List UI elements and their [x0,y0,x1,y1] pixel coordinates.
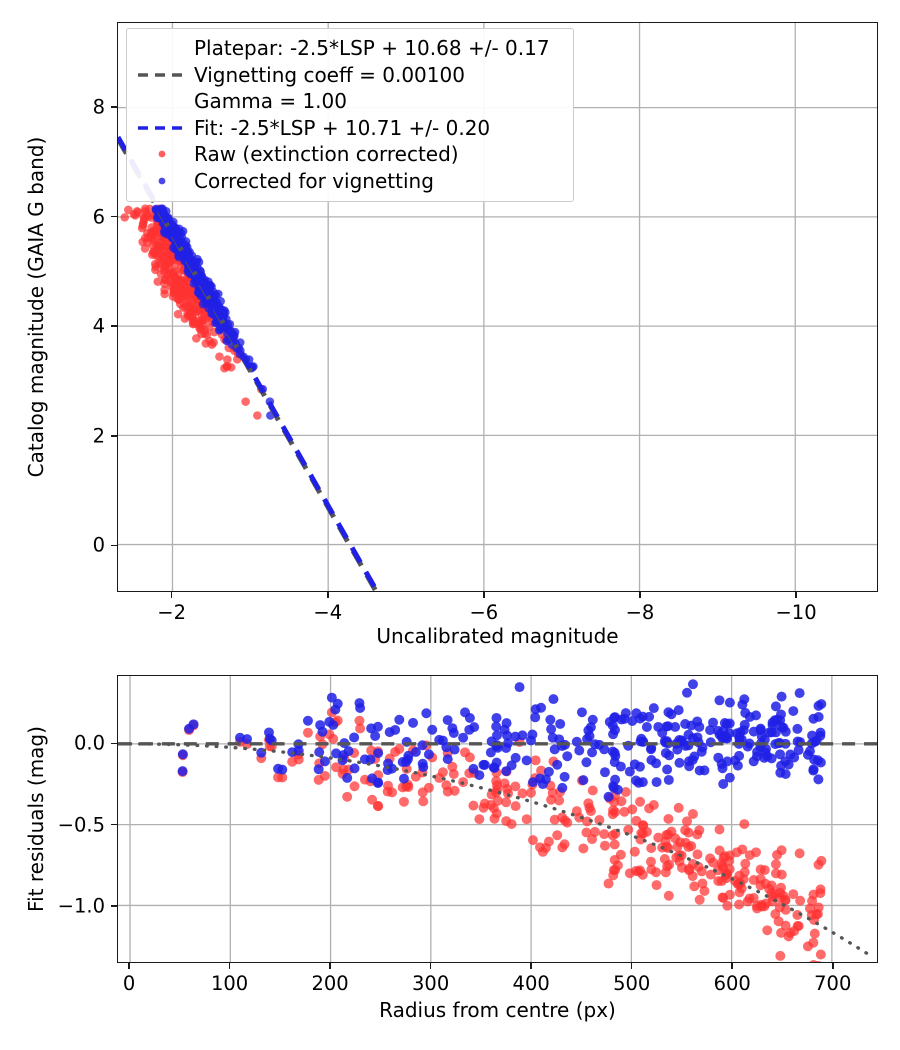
ticks-top-ytick-mark [111,325,117,327]
legend-label-corrected: Corrected for vignetting [194,168,434,193]
ticks-top-ytick-label: 0 [92,533,105,557]
ticks-bottom-xtick-mark [630,963,633,969]
ticks-bottom-xtick-mark [228,963,231,969]
ticks-bottom-ytick-label: −0.5 [57,812,105,836]
legend-key-gamma [136,90,188,112]
legend-label-raw: Raw (extinction corrected) [194,142,459,167]
fit-residuals-plot [118,676,877,962]
ticks-top-xtick-mark [170,592,173,598]
ticks-bottom-xtick-label: 500 [613,972,651,995]
vignetting-model-curve [128,742,874,959]
top-corrected-points [151,204,275,420]
legend-entry-corrected: Corrected for vignetting [136,168,564,195]
legend-entry-vignetting-coeff: Vignetting coeff = 0.00100 [136,62,564,89]
ticks-bottom-xtick-mark [731,963,734,969]
ticks-bottom-xtick-label: 600 [713,972,751,995]
legend-key-platepar [136,37,188,59]
ticks-bottom-ytick-mark [111,823,117,826]
ticks-bottom-xtick-label: 0 [122,972,136,995]
ticks-top-ytick-label: 6 [92,204,105,228]
ticks-bottom-xtick-label: 300 [412,972,450,995]
bottom-x-axis-title: Radius from centre (px) [379,998,616,1022]
legend-label-vignetting-coeff: Vignetting coeff = 0.00100 [194,62,465,87]
legend-key-dashed-gray-line [136,64,188,86]
legend-key-red-dot [136,143,188,165]
ticks-bottom-ytick-label: −1.0 [57,894,105,918]
ticks-top-ytick-mark [111,215,117,218]
legend-key-blue-dot [136,170,188,192]
fit-residuals-axes [117,675,878,963]
bottom-corrected-points [177,679,827,802]
ticks-bottom-xtick-mark [128,963,130,969]
ticks-top-ytick-mark [111,106,117,108]
ticks-top-xtick-label: −2 [157,601,186,624]
ticks-top-ytick-mark [111,544,117,547]
ticks-top-xtick-label: −10 [775,601,817,624]
ticks-bottom-xtick-label: 100 [210,972,249,995]
ticks-bottom-xtick-mark [530,963,532,969]
ticks-top-xtick-mark [483,592,485,598]
ticks-top-xtick-label: −4 [313,601,343,624]
ticks-bottom-xtick-label: 200 [311,972,349,995]
ticks-bottom-xtick-mark [329,963,331,969]
ticks-bottom-ytick-mark [111,905,117,907]
bottom-y-axis-title: Fit residuals (mag) [24,726,48,912]
legend-entry-platepar: Platepar: -2.5*LSP + 10.68 +/- 0.17 [136,35,564,62]
fit-line [118,135,380,591]
ticks-top-xtick-mark [795,592,797,598]
ticks-bottom-xtick-label: 700 [814,972,852,995]
legend-label-gamma: Gamma = 1.00 [194,89,347,114]
ticks-bottom-ytick-mark [111,742,117,745]
top-x-axis-title: Uncalibrated magnitude [376,624,619,648]
ticks-top-ytick-label: 8 [92,95,105,119]
ticks-top-ytick-label: 4 [92,314,105,338]
legend-entry-raw: Raw (extinction corrected) [136,141,564,168]
plot-legend: Platepar: -2.5*LSP + 10.68 +/- 0.17 Vign… [126,28,574,202]
legend-key-dashed-blue-line [136,117,188,139]
top-y-axis-title: Catalog magnitude (GAIA G band) [24,136,48,478]
ticks-top-xtick-label: −8 [625,601,655,624]
legend-label-platepar: Platepar: -2.5*LSP + 10.68 +/- 0.17 [194,36,550,61]
ticks-bottom-xtick-mark [429,963,432,969]
ticks-bottom-xtick-mark [831,963,834,969]
ticks-top-ytick-mark [111,434,117,437]
ticks-top-xtick-label: −6 [469,601,499,624]
legend-entry-gamma: Gamma = 1.00 [136,88,564,115]
ticks-top-ytick-label: 2 [92,424,105,448]
ticks-top-xtick-mark [639,592,641,598]
ticks-bottom-xtick-label: 400 [512,972,550,995]
legend-entry-fit: Fit: -2.5*LSP + 10.71 +/- 0.20 [136,115,564,142]
ticks-top-xtick-mark [326,592,329,598]
legend-label-fit: Fit: -2.5*LSP + 10.71 +/- 0.20 [194,115,491,140]
top-raw-points [120,204,266,420]
ticks-bottom-ytick-label: 0.0 [73,731,105,755]
